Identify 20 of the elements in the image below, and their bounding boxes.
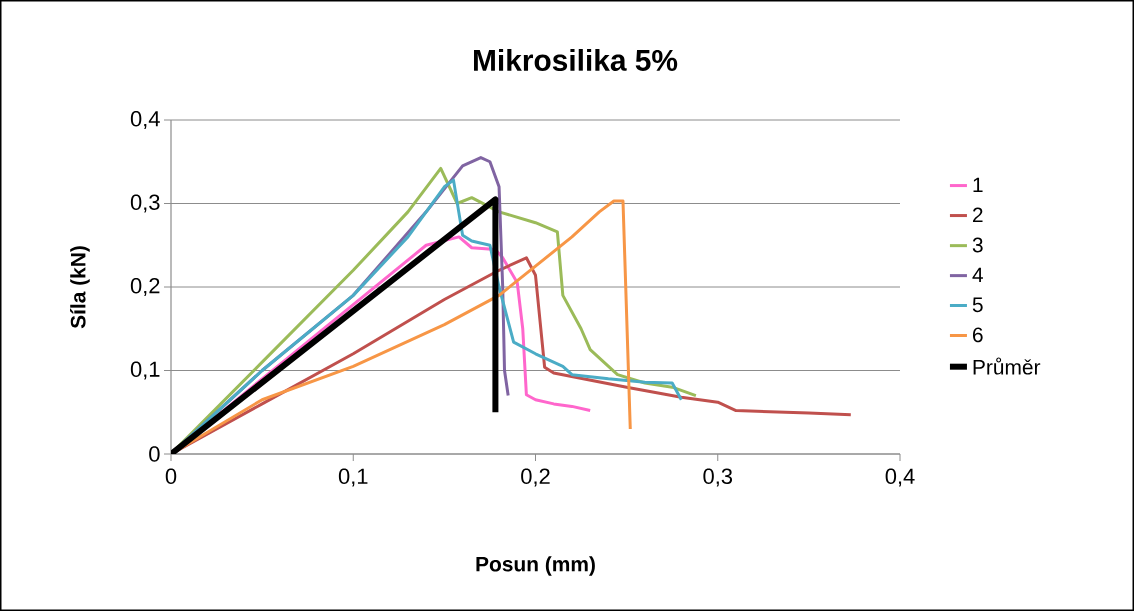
legend-label: 6 [973,327,983,343]
legend-label: 5 [972,297,983,313]
x-axis-title: Posun (mm) [476,556,595,576]
y-tick-label: 0,4 [130,110,160,130]
y-tick-label: 0,1 [130,361,160,380]
legend-label: 1 [973,177,983,193]
x-tick-label: 0,4 [885,468,915,487]
y-tick-label: 0 [149,446,160,462]
x-tick-label: 0,3 [703,468,733,487]
chart-title: Mikrosilika 5% [474,49,678,71]
legend-label: 4 [972,267,983,283]
x-tick-label: 0,1 [338,468,368,487]
y-axis-title: Síla (kN) [70,246,90,329]
legend-label: Průměr [973,357,1041,375]
y-tick-label: 0,2 [130,277,160,297]
legend-label: 2 [972,207,983,223]
legend-label: 3 [972,237,983,253]
x-tick-label: 0 [165,468,177,485]
x-tick-label: 0,2 [521,468,550,487]
y-tick-label: 0,3 [130,194,160,213]
